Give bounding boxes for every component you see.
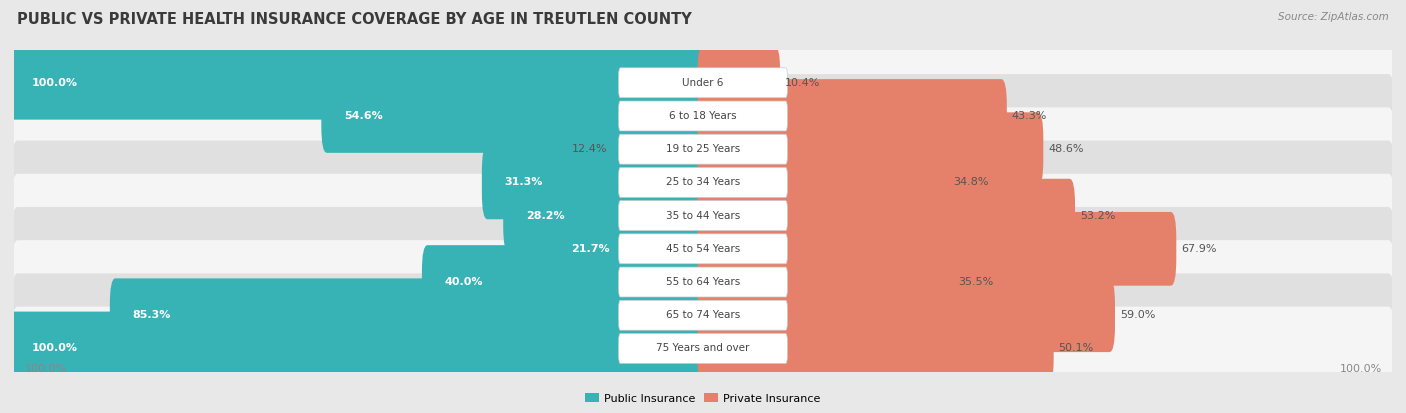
Text: 50.1%: 50.1% bbox=[1059, 344, 1094, 354]
FancyBboxPatch shape bbox=[697, 212, 1177, 286]
FancyBboxPatch shape bbox=[697, 145, 948, 219]
FancyBboxPatch shape bbox=[482, 145, 709, 219]
FancyBboxPatch shape bbox=[13, 107, 1393, 191]
FancyBboxPatch shape bbox=[13, 74, 1393, 158]
FancyBboxPatch shape bbox=[697, 79, 1007, 153]
FancyBboxPatch shape bbox=[13, 240, 1393, 324]
Text: 35 to 44 Years: 35 to 44 Years bbox=[666, 211, 740, 221]
Text: 43.3%: 43.3% bbox=[1012, 111, 1047, 121]
Text: 34.8%: 34.8% bbox=[953, 178, 988, 188]
FancyBboxPatch shape bbox=[619, 68, 787, 98]
FancyBboxPatch shape bbox=[619, 101, 787, 131]
FancyBboxPatch shape bbox=[13, 41, 1393, 125]
Text: 59.0%: 59.0% bbox=[1119, 310, 1156, 320]
FancyBboxPatch shape bbox=[697, 311, 1053, 385]
Text: Source: ZipAtlas.com: Source: ZipAtlas.com bbox=[1278, 12, 1389, 22]
FancyBboxPatch shape bbox=[697, 179, 1076, 252]
FancyBboxPatch shape bbox=[619, 234, 787, 264]
Text: 100.0%: 100.0% bbox=[1340, 364, 1382, 374]
Text: 100.0%: 100.0% bbox=[31, 78, 77, 88]
Text: 12.4%: 12.4% bbox=[572, 144, 607, 154]
Text: 100.0%: 100.0% bbox=[24, 364, 66, 374]
FancyBboxPatch shape bbox=[619, 167, 787, 197]
Text: 31.3%: 31.3% bbox=[505, 178, 543, 188]
FancyBboxPatch shape bbox=[8, 46, 709, 120]
Text: 28.2%: 28.2% bbox=[526, 211, 565, 221]
Text: 10.4%: 10.4% bbox=[785, 78, 820, 88]
Legend: Public Insurance, Private Insurance: Public Insurance, Private Insurance bbox=[581, 389, 825, 408]
Text: 21.7%: 21.7% bbox=[571, 244, 609, 254]
Text: 100.0%: 100.0% bbox=[31, 344, 77, 354]
Text: Under 6: Under 6 bbox=[682, 78, 724, 88]
Text: 40.0%: 40.0% bbox=[444, 277, 484, 287]
Text: 53.2%: 53.2% bbox=[1080, 211, 1115, 221]
FancyBboxPatch shape bbox=[13, 174, 1393, 257]
Text: 65 to 74 Years: 65 to 74 Years bbox=[666, 310, 740, 320]
Text: PUBLIC VS PRIVATE HEALTH INSURANCE COVERAGE BY AGE IN TREUTLEN COUNTY: PUBLIC VS PRIVATE HEALTH INSURANCE COVER… bbox=[17, 12, 692, 27]
Text: 54.6%: 54.6% bbox=[344, 111, 382, 121]
Text: 35.5%: 35.5% bbox=[957, 277, 993, 287]
Text: 67.9%: 67.9% bbox=[1181, 244, 1216, 254]
FancyBboxPatch shape bbox=[697, 278, 1115, 352]
FancyBboxPatch shape bbox=[697, 112, 1043, 186]
FancyBboxPatch shape bbox=[322, 79, 709, 153]
FancyBboxPatch shape bbox=[503, 179, 709, 252]
FancyBboxPatch shape bbox=[619, 134, 787, 164]
Text: 19 to 25 Years: 19 to 25 Years bbox=[666, 144, 740, 154]
Text: 48.6%: 48.6% bbox=[1047, 144, 1084, 154]
FancyBboxPatch shape bbox=[8, 311, 709, 385]
FancyBboxPatch shape bbox=[422, 245, 709, 319]
FancyBboxPatch shape bbox=[110, 278, 709, 352]
FancyBboxPatch shape bbox=[619, 201, 787, 230]
FancyBboxPatch shape bbox=[13, 273, 1393, 357]
Text: 25 to 34 Years: 25 to 34 Years bbox=[666, 178, 740, 188]
FancyBboxPatch shape bbox=[697, 245, 953, 319]
FancyBboxPatch shape bbox=[619, 300, 787, 330]
Text: 6 to 18 Years: 6 to 18 Years bbox=[669, 111, 737, 121]
FancyBboxPatch shape bbox=[13, 306, 1393, 390]
FancyBboxPatch shape bbox=[612, 112, 709, 186]
Text: 45 to 54 Years: 45 to 54 Years bbox=[666, 244, 740, 254]
FancyBboxPatch shape bbox=[697, 46, 780, 120]
FancyBboxPatch shape bbox=[619, 267, 787, 297]
FancyBboxPatch shape bbox=[548, 212, 709, 286]
FancyBboxPatch shape bbox=[13, 207, 1393, 291]
FancyBboxPatch shape bbox=[619, 334, 787, 363]
FancyBboxPatch shape bbox=[13, 140, 1393, 224]
Text: 85.3%: 85.3% bbox=[132, 310, 172, 320]
Text: 55 to 64 Years: 55 to 64 Years bbox=[666, 277, 740, 287]
Text: 75 Years and over: 75 Years and over bbox=[657, 344, 749, 354]
